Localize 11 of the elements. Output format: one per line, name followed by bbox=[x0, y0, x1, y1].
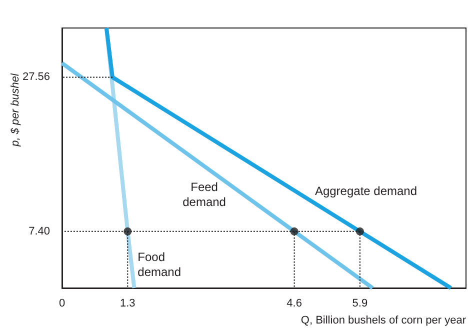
series-label: Feed demand bbox=[182, 180, 226, 209]
x-tick-label: 1.3 bbox=[120, 298, 136, 310]
y-tick-label: 7.40 bbox=[28, 225, 50, 238]
x-tick-label: 4.6 bbox=[286, 298, 302, 310]
series-label: Aggregate demand bbox=[314, 184, 418, 198]
y-tick-label: 27.56 bbox=[22, 71, 50, 84]
x-axis-title: Q, Billion bushels of corn per year bbox=[300, 314, 466, 326]
x-tick-label: 0 bbox=[58, 298, 66, 310]
y-axis-title: p, $ per bushel bbox=[10, 73, 22, 148]
series-label: Food demand bbox=[138, 250, 182, 279]
x-tick-label: 5.9 bbox=[352, 298, 368, 310]
